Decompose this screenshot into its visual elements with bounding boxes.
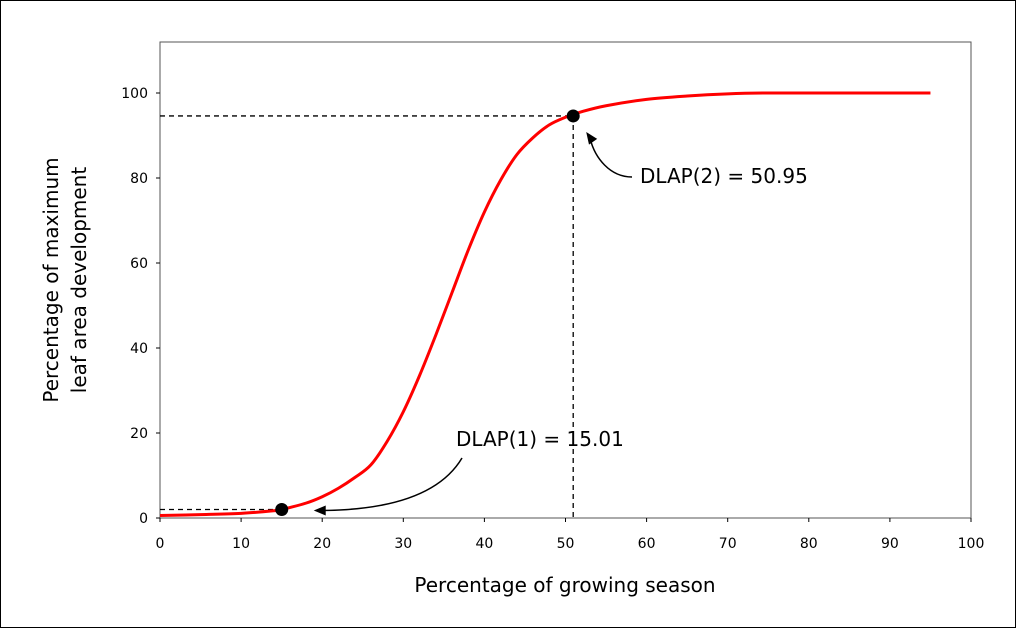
- y-tick-label: 20: [130, 426, 148, 442]
- x-tick-label: 30: [394, 536, 412, 552]
- x-tick-label: 90: [881, 536, 899, 552]
- annotation-arrows: [313, 131, 633, 516]
- arrow-dlap2: [589, 138, 633, 178]
- x-axis-title: Percentage of growing season: [414, 573, 715, 597]
- y-tick-label: 40: [130, 341, 148, 357]
- annotation-dlap2: DLAP(2) = 50.95: [640, 164, 808, 188]
- guide-lines: [160, 115, 574, 518]
- x-tick-label: 0: [156, 536, 165, 552]
- y-tick-label: 80: [130, 171, 148, 187]
- arrow-dlap1-head: [313, 505, 326, 516]
- arrow-dlap2-head: [586, 131, 598, 145]
- marker-point-2: [566, 109, 580, 123]
- y-axis-title-line2: leaf area development: [67, 167, 91, 394]
- x-tick-label: 10: [232, 536, 250, 552]
- series-line: [159, 91, 931, 517]
- y-axis-title-line1: Percentage of maximum: [39, 157, 63, 402]
- x-tick-label: 80: [800, 536, 818, 552]
- x-tick-label: 70: [719, 536, 737, 552]
- x-tick-label: 100: [958, 536, 985, 552]
- x-tick-label: 40: [475, 536, 493, 552]
- x-tick-label: 50: [557, 536, 575, 552]
- marker-point-1: [275, 503, 289, 516]
- arrow-dlap1: [321, 457, 463, 512]
- y-tick-label: 60: [130, 256, 148, 272]
- x-tick-label: 60: [638, 536, 656, 552]
- y-tick-label: 100: [121, 86, 148, 102]
- axis-ticks: 0 10 20 30 40 50 60 70 80 90 100 0 20 40 60 80 100: [121, 86, 984, 552]
- y-tick-label: 0: [139, 511, 148, 527]
- annotation-dlap1: DLAP(1) = 15.01: [456, 427, 624, 451]
- markers: [275, 109, 580, 516]
- x-tick-label: 20: [313, 536, 331, 552]
